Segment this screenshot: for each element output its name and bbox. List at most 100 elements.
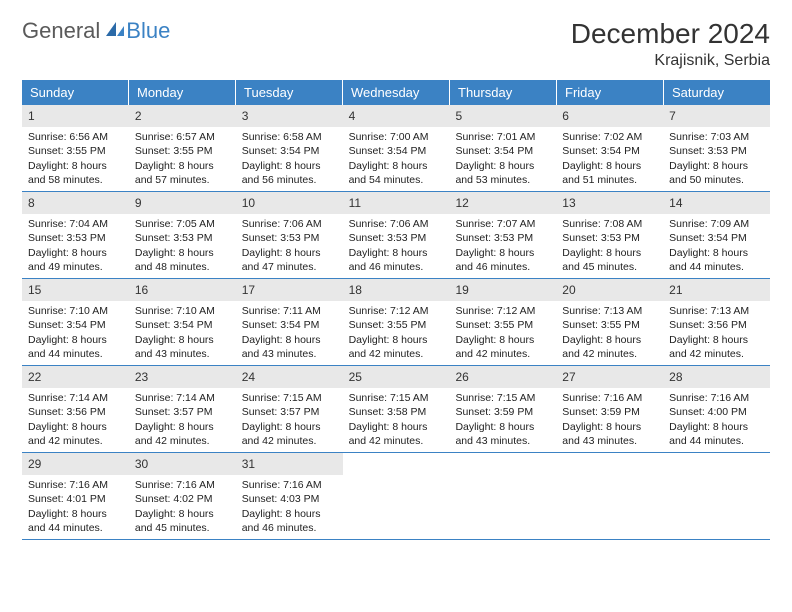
day-number: 17: [236, 279, 343, 301]
day-content: Sunrise: 6:56 AMSunset: 3:55 PMDaylight:…: [22, 130, 129, 187]
day-cell: 8 Sunrise: 7:04 AMSunset: 3:53 PMDaylight…: [22, 192, 129, 278]
sunrise-line: Sunrise: 7:16 AM: [28, 478, 123, 492]
day-content: Sunrise: 7:16 AMSunset: 3:59 PMDaylight:…: [556, 391, 663, 448]
day-number: 27: [556, 366, 663, 388]
day-cell: 18Sunrise: 7:12 AMSunset: 3:55 PMDayligh…: [343, 279, 450, 365]
sunset-line: Sunset: 3:53 PM: [455, 231, 550, 245]
sunset-line: Sunset: 3:53 PM: [562, 231, 657, 245]
day-number: [343, 453, 450, 459]
sunset-line: Sunset: 3:54 PM: [28, 318, 123, 332]
sunset-line: Sunset: 3:58 PM: [349, 405, 444, 419]
daylight-line-1: Daylight: 8 hours: [242, 333, 337, 347]
sunset-line: Sunset: 3:54 PM: [455, 144, 550, 158]
calendar: SundayMondayTuesdayWednesdayThursdayFrid…: [22, 80, 770, 540]
day-number: 12: [449, 192, 556, 214]
day-number: 29: [22, 453, 129, 475]
sunrise-line: Sunrise: 7:01 AM: [455, 130, 550, 144]
title-block: December 2024 Krajisnik, Serbia: [571, 18, 770, 70]
daylight-line-1: Daylight: 8 hours: [242, 420, 337, 434]
day-content: Sunrise: 7:05 AMSunset: 3:53 PMDaylight:…: [129, 217, 236, 274]
day-number: 11: [343, 192, 450, 214]
day-cell: 15Sunrise: 7:10 AMSunset: 3:54 PMDayligh…: [22, 279, 129, 365]
sunset-line: Sunset: 3:55 PM: [562, 318, 657, 332]
day-number: 25: [343, 366, 450, 388]
day-content: Sunrise: 7:15 AMSunset: 3:58 PMDaylight:…: [343, 391, 450, 448]
day-cell: 7Sunrise: 7:03 AMSunset: 3:53 PMDaylight…: [663, 105, 770, 191]
daylight-line-1: Daylight: 8 hours: [349, 159, 444, 173]
daylight-line-1: Daylight: 8 hours: [669, 420, 764, 434]
sunset-line: Sunset: 3:53 PM: [28, 231, 123, 245]
sunrise-line: Sunrise: 6:56 AM: [28, 130, 123, 144]
daylight-line-2: and 45 minutes.: [562, 260, 657, 274]
daylight-line-2: and 42 minutes.: [349, 347, 444, 361]
daylight-line-2: and 54 minutes.: [349, 173, 444, 187]
day-cell: 14Sunrise: 7:09 AMSunset: 3:54 PMDayligh…: [663, 192, 770, 278]
day-cell: 6Sunrise: 7:02 AMSunset: 3:54 PMDaylight…: [556, 105, 663, 191]
day-cell: 11Sunrise: 7:06 AMSunset: 3:53 PMDayligh…: [343, 192, 450, 278]
week-row: 22Sunrise: 7:14 AMSunset: 3:56 PMDayligh…: [22, 366, 770, 453]
day-header: Saturday: [664, 80, 770, 105]
day-number: 5: [449, 105, 556, 127]
daylight-line-1: Daylight: 8 hours: [135, 420, 230, 434]
day-content: Sunrise: 7:04 AMSunset: 3:53 PMDaylight:…: [22, 217, 129, 274]
day-number: 18: [343, 279, 450, 301]
day-number: 3: [236, 105, 343, 127]
day-content: Sunrise: 7:03 AMSunset: 3:53 PMDaylight:…: [663, 130, 770, 187]
sunset-line: Sunset: 3:53 PM: [669, 144, 764, 158]
daylight-line-1: Daylight: 8 hours: [242, 246, 337, 260]
day-cell: 19Sunrise: 7:12 AMSunset: 3:55 PMDayligh…: [449, 279, 556, 365]
day-number: [449, 453, 556, 459]
day-number: 8: [22, 192, 129, 214]
day-number: 14: [663, 192, 770, 214]
day-number: 30: [129, 453, 236, 475]
sunset-line: Sunset: 3:54 PM: [242, 318, 337, 332]
sunrise-line: Sunrise: 7:05 AM: [135, 217, 230, 231]
week-row: 15Sunrise: 7:10 AMSunset: 3:54 PMDayligh…: [22, 279, 770, 366]
sunrise-line: Sunrise: 7:10 AM: [28, 304, 123, 318]
daylight-line-2: and 44 minutes.: [28, 347, 123, 361]
day-content: Sunrise: 7:00 AMSunset: 3:54 PMDaylight:…: [343, 130, 450, 187]
day-content: Sunrise: 7:16 AMSunset: 4:02 PMDaylight:…: [129, 478, 236, 535]
week-row: 29Sunrise: 7:16 AMSunset: 4:01 PMDayligh…: [22, 453, 770, 540]
day-header: Tuesday: [236, 80, 343, 105]
sunrise-line: Sunrise: 6:58 AM: [242, 130, 337, 144]
logo-word1: General: [22, 18, 100, 44]
daylight-line-2: and 49 minutes.: [28, 260, 123, 274]
sunset-line: Sunset: 3:53 PM: [242, 231, 337, 245]
sunrise-line: Sunrise: 7:02 AM: [562, 130, 657, 144]
daylight-line-2: and 46 minutes.: [455, 260, 550, 274]
day-cell: 28Sunrise: 7:16 AMSunset: 4:00 PMDayligh…: [663, 366, 770, 452]
sunset-line: Sunset: 4:01 PM: [28, 492, 123, 506]
daylight-line-1: Daylight: 8 hours: [669, 333, 764, 347]
day-cell: 12 Sunrise: 7:07 AMSunset: 3:53 PMDayligh…: [449, 192, 556, 278]
day-cell: 1 Sunrise: 6:56 AMSunset: 3:55 PMDaylight…: [22, 105, 129, 191]
day-content: Sunrise: 7:14 AMSunset: 3:57 PMDaylight:…: [129, 391, 236, 448]
daylight-line-1: Daylight: 8 hours: [349, 333, 444, 347]
empty-cell: [663, 453, 770, 539]
daylight-line-2: and 42 minutes.: [562, 347, 657, 361]
sunrise-line: Sunrise: 7:04 AM: [28, 217, 123, 231]
sunset-line: Sunset: 3:54 PM: [242, 144, 337, 158]
daylight-line-1: Daylight: 8 hours: [669, 246, 764, 260]
day-content: Sunrise: 7:07 AMSunset: 3:53 PMDaylight:…: [449, 217, 556, 274]
logo: General Blue: [22, 18, 170, 44]
day-number: 6: [556, 105, 663, 127]
day-headers-row: SundayMondayTuesdayWednesdayThursdayFrid…: [22, 80, 770, 105]
day-number: 4: [343, 105, 450, 127]
daylight-line-2: and 42 minutes.: [455, 347, 550, 361]
daylight-line-2: and 48 minutes.: [135, 260, 230, 274]
day-cell: 26Sunrise: 7:15 AMSunset: 3:59 PMDayligh…: [449, 366, 556, 452]
sunrise-line: Sunrise: 7:11 AM: [242, 304, 337, 318]
day-cell: 16Sunrise: 7:10 AMSunset: 3:54 PMDayligh…: [129, 279, 236, 365]
sunrise-line: Sunrise: 7:10 AM: [135, 304, 230, 318]
daylight-line-2: and 51 minutes.: [562, 173, 657, 187]
day-number: 2: [129, 105, 236, 127]
day-number: 23: [129, 366, 236, 388]
day-number: [556, 453, 663, 459]
daylight-line-2: and 42 minutes.: [242, 434, 337, 448]
day-number: 1: [22, 105, 129, 127]
day-number: 13: [556, 192, 663, 214]
sunrise-line: Sunrise: 7:15 AM: [455, 391, 550, 405]
empty-cell: [556, 453, 663, 539]
day-cell: 17 Sunrise: 7:11 AMSunset: 3:54 PMDayligh…: [236, 279, 343, 365]
